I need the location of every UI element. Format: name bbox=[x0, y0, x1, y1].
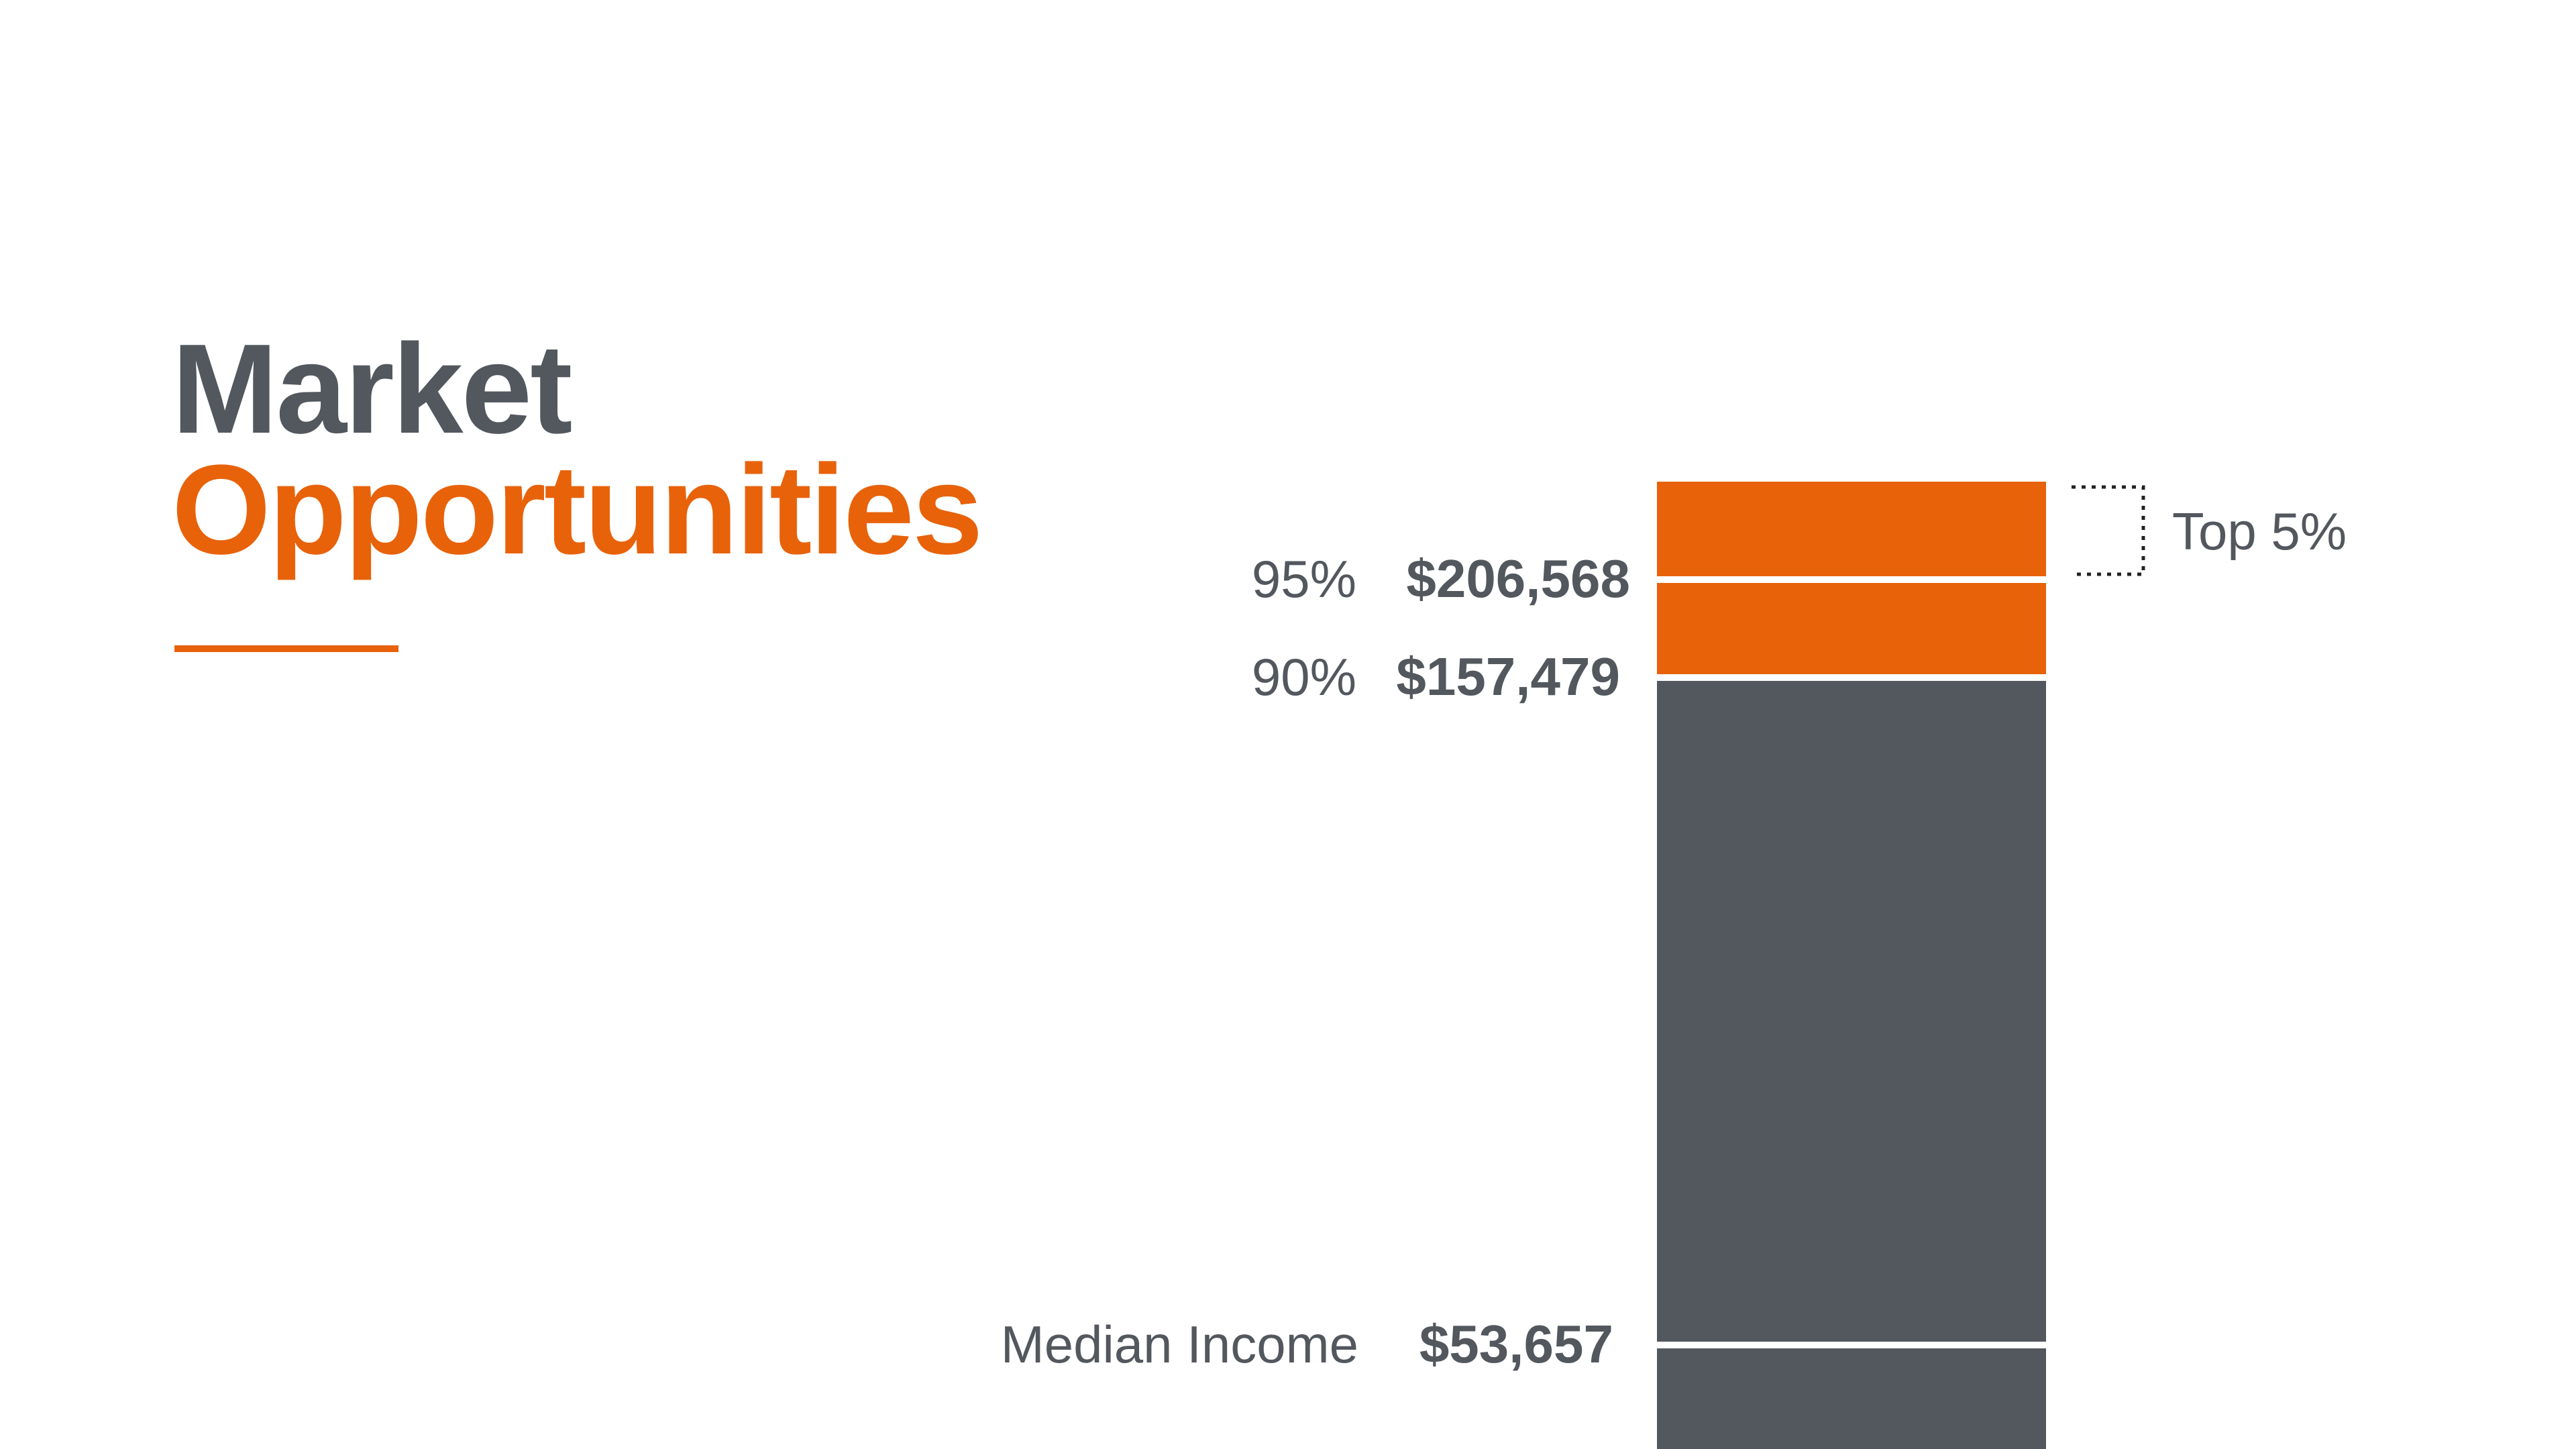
marker-value-95: $206,568 bbox=[1406, 549, 1630, 608]
marker-percentile-95: 95% bbox=[1252, 549, 1356, 608]
marker-value-90: $157,479 bbox=[1396, 647, 1620, 706]
marker-labels: 95% $206,568 90% $157,479 Median Income … bbox=[1001, 549, 1630, 1374]
title-line-opportunities: Opportunities bbox=[172, 439, 983, 581]
bracket-label-top-5: Top 5% bbox=[2172, 502, 2347, 561]
bar-segment-2 bbox=[1657, 681, 2046, 1342]
bar-segment-4 bbox=[1657, 482, 2046, 576]
bar-segment-3 bbox=[1657, 583, 2046, 674]
bracket-dotted-line bbox=[2072, 485, 2145, 576]
marker-label-median: Median Income bbox=[1001, 1315, 1358, 1374]
marker-percentile-90: 90% bbox=[1252, 647, 1356, 706]
marker-value-median: $53,657 bbox=[1419, 1314, 1613, 1374]
bar-segment-1 bbox=[1657, 1348, 2046, 1449]
stacked-bar bbox=[1657, 482, 2046, 1449]
slide-title: Market Opportunities bbox=[172, 318, 1044, 581]
title-line-market: Market bbox=[172, 318, 573, 460]
top-5-bracket: Top 5% bbox=[2072, 485, 2347, 576]
title-underline bbox=[174, 645, 398, 652]
